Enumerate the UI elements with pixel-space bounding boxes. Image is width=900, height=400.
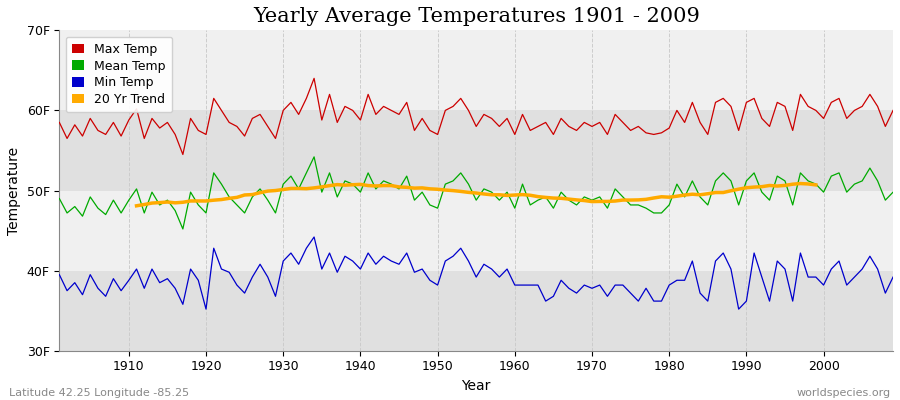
Text: worldspecies.org: worldspecies.org	[796, 388, 891, 398]
X-axis label: Year: Year	[462, 379, 490, 393]
Y-axis label: Temperature: Temperature	[7, 146, 21, 234]
Bar	[59, 110, 893, 190]
Legend: Max Temp, Mean Temp, Min Temp, 20 Yr Trend: Max Temp, Mean Temp, Min Temp, 20 Yr Tre…	[66, 36, 172, 112]
Bar	[59, 190, 893, 271]
Title: Yearly Average Temperatures 1901 - 2009: Yearly Average Temperatures 1901 - 2009	[253, 7, 699, 26]
Bar	[59, 30, 893, 110]
Bar	[59, 271, 893, 351]
Text: Latitude 42.25 Longitude -85.25: Latitude 42.25 Longitude -85.25	[9, 388, 189, 398]
